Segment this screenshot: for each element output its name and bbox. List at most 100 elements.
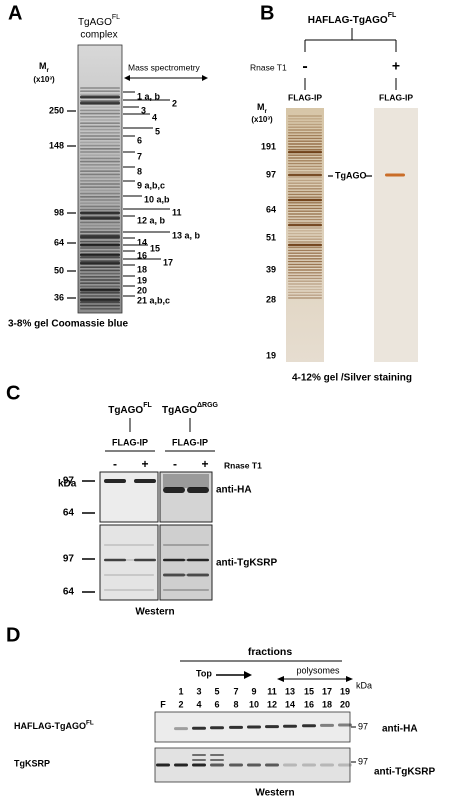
band: [80, 192, 120, 195]
construct-label: TgAGOFL: [108, 402, 152, 416]
band: [80, 202, 120, 204]
smear: [163, 474, 209, 488]
band: [134, 558, 156, 562]
band: [210, 754, 224, 756]
band: [288, 243, 322, 247]
band: [163, 487, 185, 493]
band: [80, 93, 120, 96]
subscript: r: [47, 67, 50, 74]
arrow-head: [124, 75, 130, 81]
fraction-number: 14: [285, 699, 295, 709]
band-label: 3: [141, 105, 146, 115]
band: [288, 176, 322, 179]
condition: -: [173, 457, 177, 471]
band: [80, 119, 120, 121]
band-label: 16: [137, 250, 147, 260]
band: [192, 759, 206, 761]
band: [288, 291, 322, 294]
band: [265, 725, 279, 729]
band: [80, 211, 120, 215]
band: [288, 190, 322, 193]
band: [80, 260, 120, 262]
band: [80, 282, 120, 284]
band: [288, 263, 322, 266]
band: [338, 723, 352, 727]
band: [80, 116, 120, 118]
band: [288, 143, 322, 145]
band: [80, 101, 120, 105]
label-text: M: [39, 61, 47, 71]
band: [80, 247, 120, 249]
band: [80, 304, 120, 307]
blot: [99, 524, 159, 601]
subscript: r: [265, 108, 268, 115]
panel-label: B: [260, 2, 274, 24]
fraction-number: 19: [340, 686, 350, 696]
construct-label: TgAGOΔRGG: [162, 402, 219, 416]
marker-label: 64: [63, 508, 75, 519]
band: [80, 215, 120, 217]
band: [283, 724, 297, 728]
treatment-label: Rnase T1: [224, 460, 262, 470]
band: [80, 205, 120, 208]
band-label: 9 a,b,c: [137, 180, 165, 190]
band: [288, 123, 322, 126]
construct-label: HAFLAG-TgAGOFL: [308, 12, 397, 26]
band: [174, 727, 188, 731]
marker-label: 97: [63, 554, 75, 565]
band: [80, 231, 120, 233]
marker-label: 98: [54, 207, 64, 217]
band: [288, 255, 322, 257]
marker-label: 250: [49, 105, 64, 115]
band: [288, 235, 322, 238]
band: [288, 274, 322, 277]
condition: +: [141, 457, 148, 471]
band: [80, 189, 120, 192]
marker-label: 191: [261, 141, 276, 151]
lane-label: FLAG-IP: [112, 437, 148, 447]
marker-label: 36: [54, 292, 64, 302]
band: [288, 134, 322, 137]
fraction-number: 5: [214, 686, 219, 696]
band: [80, 132, 120, 134]
band: [80, 164, 120, 166]
band: [288, 216, 322, 218]
marker-label: 19: [266, 350, 276, 360]
band: [104, 589, 154, 591]
band: [80, 224, 120, 227]
band: [288, 188, 322, 190]
superscript: FL: [143, 402, 152, 409]
band: [80, 183, 120, 185]
superscript: ΔRGG: [197, 402, 219, 409]
fraction-number: 18: [322, 699, 332, 709]
band-label: 21 a,b,c: [137, 295, 170, 305]
band: [320, 723, 334, 727]
band: [192, 726, 206, 730]
condition: +: [201, 457, 208, 471]
band: [80, 199, 120, 201]
lane-label: FLAG-IP: [172, 437, 208, 447]
superscript: FL: [86, 719, 94, 726]
blot: [159, 524, 213, 601]
marker-label: 64: [266, 204, 276, 214]
band-label: 10 a,b: [144, 194, 170, 204]
fraction-number: 6: [214, 699, 219, 709]
band: [288, 288, 322, 291]
band: [288, 202, 322, 204]
band: [80, 208, 120, 211]
band: [192, 754, 206, 756]
mr-scale: (x10³): [33, 75, 55, 84]
band: [288, 258, 322, 260]
superscript: FL: [112, 14, 120, 21]
unit-label: kDa: [356, 680, 372, 690]
band: [288, 238, 322, 240]
caption: Western: [255, 788, 294, 799]
fraction-number: 9: [251, 686, 256, 696]
band-label: 11: [172, 207, 182, 217]
input-label: F: [160, 699, 166, 709]
band-label: 5: [155, 126, 160, 136]
band: [80, 167, 120, 169]
band: [80, 261, 120, 265]
band: [338, 763, 352, 767]
band: [80, 292, 120, 294]
